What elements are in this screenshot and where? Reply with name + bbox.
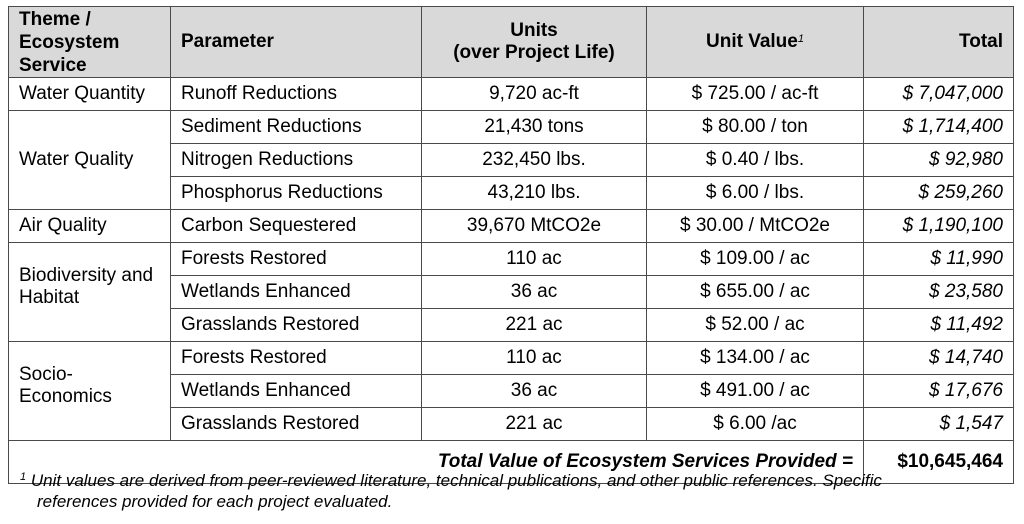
total-cell: $ 11,990 [863,242,1014,276]
footnote-line1: Unit values are derived from peer-review… [30,471,882,490]
unit-value-cell: $ 491.00 / ac [646,374,864,408]
header-units: Units (over Project Life) [421,6,647,78]
header-unit-value-label: Unit Value [706,31,798,52]
total-cell: $ 17,676 [863,374,1014,408]
table-row: Water Quality Sediment Reductions 21,430… [8,110,1014,210]
units-cell: 110 ac [421,341,647,375]
summary-row: Total Value of Ecosystem Services Provid… [8,440,1014,484]
table-row: Grasslands Restored 221 ac $ 52.00 / ac … [9,308,1014,342]
parameter-cell: Wetlands Enhanced [170,275,422,309]
table-row: Grasslands Restored 221 ac $ 6.00 /ac $ … [9,407,1014,441]
table-row: Socio-Economics Forests Restored 110 ac … [8,341,1014,441]
total-cell: $ 7,047,000 [863,77,1014,111]
units-cell: 39,670 MtCO2e [421,209,647,243]
theme-water-quality: Water Quality [8,110,171,210]
table-row: Phosphorus Reductions 43,210 lbs. $ 6.00… [9,176,1014,210]
total-cell: $ 1,190,100 [863,209,1014,243]
units-cell: 232,450 lbs. [421,143,647,177]
header-parameter: Parameter [170,6,422,78]
table-row: Nitrogen Reductions 232,450 lbs. $ 0.40 … [9,143,1014,177]
header-units-line2: (over Project Life) [453,42,615,63]
units-cell: 36 ac [421,374,647,408]
total-cell: $ 259,260 [863,176,1014,210]
summary-value: $10,645,464 [863,440,1014,484]
parameter-cell: Forests Restored [170,242,422,276]
total-cell: $ 14,740 [863,341,1014,375]
header-row: Theme / Ecosystem Service Parameter Unit… [8,6,1014,78]
units-cell: 36 ac [421,275,647,309]
total-cell: $ 92,980 [863,143,1014,177]
table-row: Biodiversity and Habitat Forests Restore… [8,242,1014,342]
parameter-cell: Forests Restored [170,341,422,375]
parameter-cell: Phosphorus Reductions [170,176,422,210]
header-unit-value-footnote-mark: 1 [797,33,804,45]
header-theme: Theme / Ecosystem Service [8,6,171,78]
table-row: Wetlands Enhanced 36 ac $ 491.00 / ac $ … [9,374,1014,408]
theme-biodiversity: Biodiversity and Habitat [8,242,171,342]
total-cell: $ 23,580 [863,275,1014,309]
unit-value-cell: $ 655.00 / ac [646,275,864,309]
parameter-cell: Grasslands Restored [170,308,422,342]
unit-value-cell: $ 52.00 / ac [646,308,864,342]
parameter-cell: Runoff Reductions [170,77,422,111]
header-total: Total [863,6,1014,78]
unit-value-cell: $ 6.00 /ac [646,407,864,441]
theme-socio-economics: Socio-Economics [8,341,171,441]
parameter-cell: Wetlands Enhanced [170,374,422,408]
total-cell: $ 11,492 [863,308,1014,342]
unit-value-cell: $ 109.00 / ac [646,242,864,276]
units-cell: 43,210 lbs. [421,176,647,210]
header-units-line1: Units [510,20,558,41]
parameter-cell: Carbon Sequestered [170,209,422,243]
theme-water-quantity: Water Quantity [8,77,171,111]
theme-air-quality: Air Quality [8,209,171,243]
table-row: Water Quantity Runoff Reductions 9,720 a… [8,77,1014,111]
footnote: 1 Unit values are derived from peer-revi… [20,470,1010,512]
table-row: Wetlands Enhanced 36 ac $ 655.00 / ac $ … [9,275,1014,309]
parameter-cell: Nitrogen Reductions [170,143,422,177]
units-cell: 110 ac [421,242,647,276]
total-cell: $ 1,714,400 [863,110,1014,144]
parameter-cell: Grasslands Restored [170,407,422,441]
total-cell: $ 1,547 [863,407,1014,441]
parameter-cell: Sediment Reductions [170,110,422,144]
summary-label: Total Value of Ecosystem Services Provid… [8,440,864,484]
unit-value-cell: $ 725.00 / ac-ft [646,77,864,111]
unit-value-cell: $ 6.00 / lbs. [646,176,864,210]
unit-value-cell: $ 30.00 / MtCO2e [646,209,864,243]
units-cell: 9,720 ac-ft [421,77,647,111]
unit-value-cell: $ 134.00 / ac [646,341,864,375]
units-cell: 21,430 tons [421,110,647,144]
ecosystem-services-table: Theme / Ecosystem Service Parameter Unit… [8,6,1014,484]
unit-value-cell: $ 80.00 / ton [646,110,864,144]
footnote-mark: 1 [20,471,27,483]
units-cell: 221 ac [421,308,647,342]
header-unit-value: Unit Value1 [646,6,864,78]
footnote-line2: references provided for each project eva… [37,492,393,511]
table-row: Air Quality Carbon Sequestered 39,670 Mt… [8,209,1014,243]
unit-value-cell: $ 0.40 / lbs. [646,143,864,177]
units-cell: 221 ac [421,407,647,441]
